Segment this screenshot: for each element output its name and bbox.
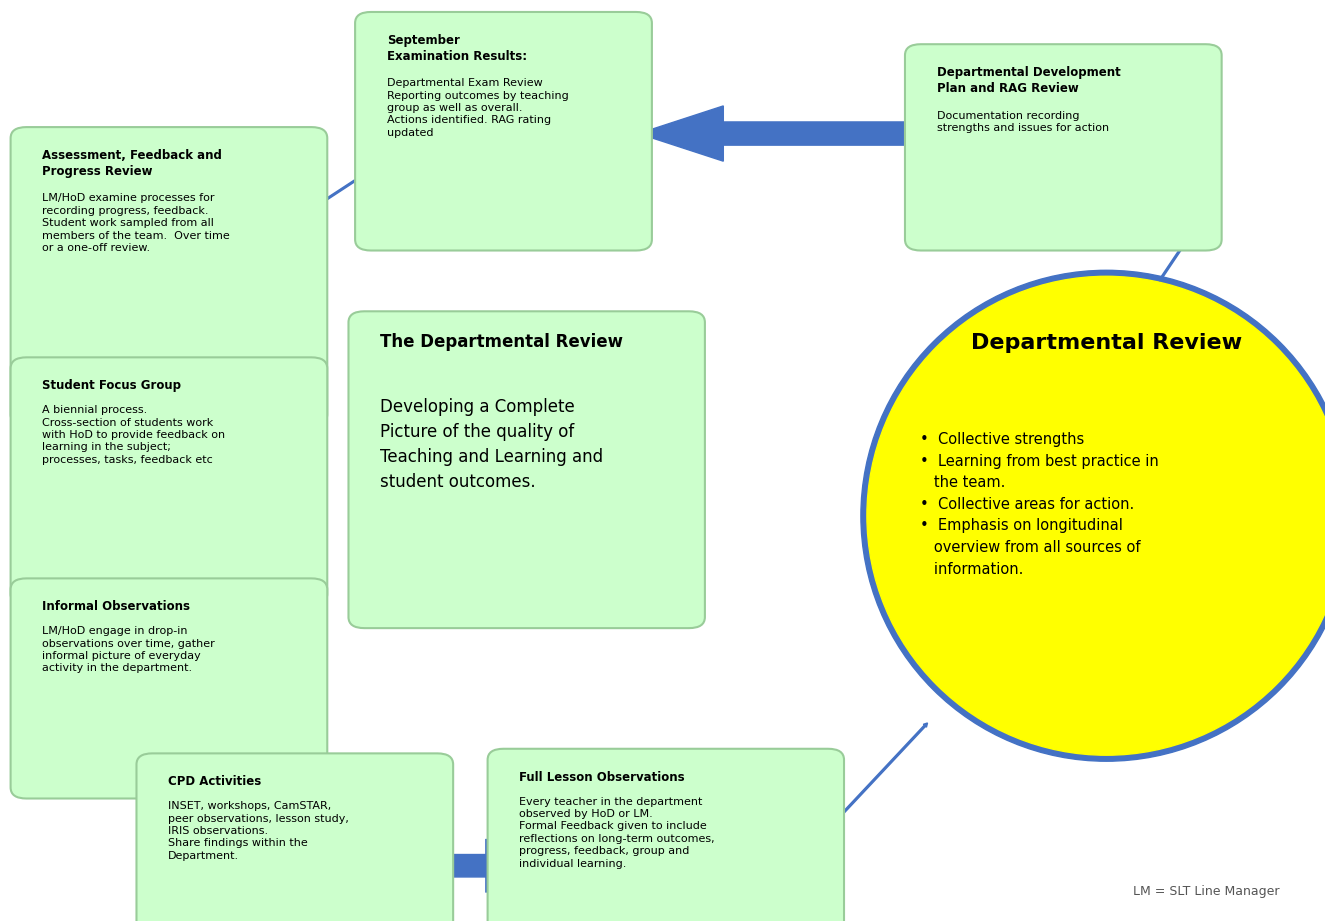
Polygon shape <box>186 765 265 790</box>
Polygon shape <box>440 839 507 892</box>
FancyBboxPatch shape <box>11 578 327 799</box>
Text: Assessment, Feedback and
Progress Review: Assessment, Feedback and Progress Review <box>42 149 223 178</box>
FancyBboxPatch shape <box>11 357 327 605</box>
Polygon shape <box>1159 211 1207 281</box>
Text: CPD Activities: CPD Activities <box>168 775 261 788</box>
Text: Departmental Review: Departmental Review <box>971 333 1242 354</box>
Ellipse shape <box>861 270 1325 762</box>
FancyBboxPatch shape <box>136 753 453 921</box>
Polygon shape <box>828 723 928 830</box>
Text: LM/HoD examine processes for
recording progress, feedback.
Student work sampled : LM/HoD examine processes for recording p… <box>42 193 231 253</box>
Text: Documentation recording
strengths and issues for action: Documentation recording strengths and is… <box>937 111 1109 133</box>
Text: Developing a Complete
Picture of the quality of
Teaching and Learning and
studen: Developing a Complete Picture of the qua… <box>380 398 603 491</box>
Text: A biennial process.
Cross-section of students work
with HoD to provide feedback : A biennial process. Cross-section of stu… <box>42 405 225 465</box>
FancyBboxPatch shape <box>355 12 652 251</box>
Text: Departmental Development
Plan and RAG Review: Departmental Development Plan and RAG Re… <box>937 66 1121 95</box>
FancyBboxPatch shape <box>11 127 327 426</box>
Polygon shape <box>156 368 162 414</box>
Text: LM = SLT Line Manager: LM = SLT Line Manager <box>1133 885 1280 898</box>
Polygon shape <box>265 166 378 240</box>
Text: Student Focus Group: Student Focus Group <box>42 379 182 392</box>
Text: The Departmental Review: The Departmental Review <box>380 333 623 352</box>
Text: Departmental Exam Review
Reporting outcomes by teaching
group as well as overall: Departmental Exam Review Reporting outco… <box>387 78 568 138</box>
FancyBboxPatch shape <box>905 44 1222 251</box>
Polygon shape <box>99 588 152 596</box>
Text: Full Lesson Observations: Full Lesson Observations <box>519 771 685 784</box>
FancyBboxPatch shape <box>348 311 705 628</box>
Ellipse shape <box>867 276 1325 755</box>
Text: Informal Observations: Informal Observations <box>42 600 191 613</box>
Text: September
Examination Results:: September Examination Results: <box>387 34 527 63</box>
Text: •  Collective strengths
•  Learning from best practice in
   the team.
•  Collec: • Collective strengths • Learning from b… <box>920 432 1158 577</box>
FancyBboxPatch shape <box>488 749 844 921</box>
Polygon shape <box>126 367 179 412</box>
Text: LM/HoD engage in drop-in
observations over time, gather
informal picture of ever: LM/HoD engage in drop-in observations ov… <box>42 626 215 673</box>
Polygon shape <box>639 106 921 161</box>
Text: INSET, workshops, CamSTAR,
peer observations, lesson study,
IRIS observations.
S: INSET, workshops, CamSTAR, peer observat… <box>168 801 350 861</box>
Text: Every teacher in the department
observed by HoD or LM.
Formal Feedback given to : Every teacher in the department observed… <box>519 797 716 869</box>
